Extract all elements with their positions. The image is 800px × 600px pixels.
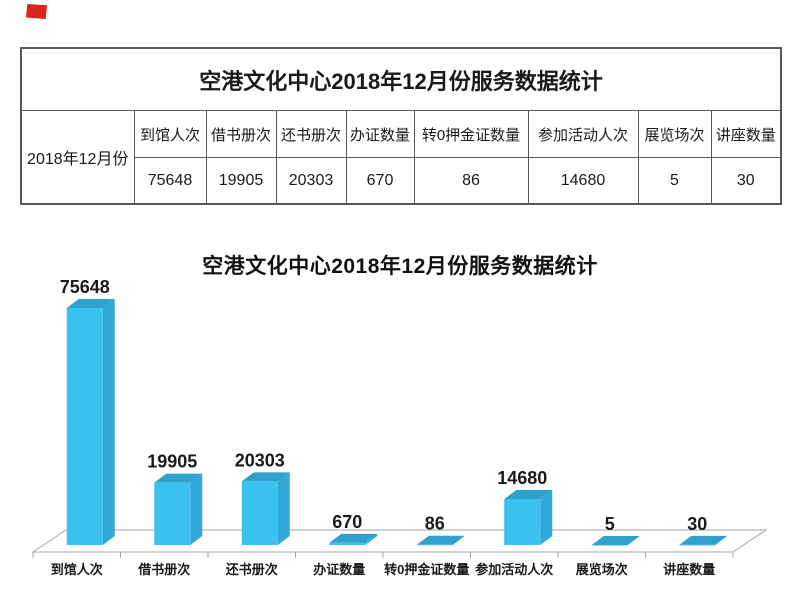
bar-value-label: 14680: [497, 468, 547, 488]
table-value: 5: [637, 157, 712, 205]
bar-value-label: 20303: [235, 450, 285, 470]
bar-top-face: [679, 535, 728, 545]
bar-top-face: [241, 472, 290, 482]
bar-side-face: [540, 490, 553, 545]
bar-value-label: 19905: [147, 452, 197, 472]
table-header: 办证数量: [345, 110, 415, 158]
bar-top-face: [66, 299, 115, 308]
table-header: 还书册次: [275, 110, 347, 158]
category-label: 还书册次: [225, 562, 278, 577]
category-label: 参加活动人次: [475, 562, 553, 577]
table-row-label: 2018年12月份: [20, 110, 135, 205]
bar-side-face: [277, 472, 290, 545]
bar-chart: 空港文化中心2018年12月份服务数据统计 75648 到馆人次 19905 借书册次…: [0, 240, 800, 600]
table-header: 参加活动人次: [527, 110, 639, 158]
bar: [591, 544, 628, 546]
table-header: 展览场次: [637, 110, 712, 158]
bar-top-face: [591, 535, 640, 545]
table-value: 20303: [275, 157, 347, 205]
table-value: 86: [413, 157, 529, 205]
bar: [154, 482, 191, 545]
category-label: 借书册次: [137, 562, 190, 577]
bar-side-face: [627, 535, 640, 545]
bar: [504, 499, 541, 545]
table-header: 转0押金证数量: [413, 110, 529, 158]
bar-top-face: [154, 473, 203, 483]
table-value: 30: [710, 157, 782, 205]
bar-side-face: [102, 299, 115, 545]
table-value: 14680: [527, 157, 639, 205]
bar-top-face: [416, 535, 465, 545]
red-flag-decoration: [26, 4, 47, 19]
bar-top-face: [329, 533, 378, 543]
chart-title: 空港文化中心2018年12月份服务数据统计: [202, 255, 598, 278]
bar-value-label: 30: [687, 514, 707, 534]
bar: [679, 544, 716, 546]
category-label: 到馆人次: [51, 562, 103, 577]
category-label: 转0押金证数量: [384, 562, 469, 577]
bar-top-face: [504, 490, 553, 500]
bar: [329, 542, 366, 545]
bar-side-face: [365, 533, 378, 545]
bar: [241, 481, 278, 545]
bar-value-label: 5: [605, 514, 615, 534]
stats-table: 空港文化中心2018年12月份服务数据统计 2018年12月份 到馆人次 借书册…: [20, 47, 782, 205]
bar-value-label: 75648: [60, 277, 110, 297]
bar-chart-canvas: 75648 到馆人次 19905 借书册次 20303 还书册次 670 办证数量 86 转0押金…: [31, 277, 768, 577]
table-header: 到馆人次: [133, 110, 207, 158]
table-header: 借书册次: [205, 110, 277, 158]
table-header: 讲座数量: [710, 110, 782, 158]
bar-value-label: 670: [332, 512, 362, 532]
category-label: 办证数量: [313, 562, 365, 577]
bar-side-face: [190, 473, 203, 545]
table-value: 75648: [133, 157, 207, 205]
bar: [416, 544, 453, 546]
bar-value-label: 86: [425, 514, 445, 534]
table-title: 空港文化中心2018年12月份服务数据统计: [20, 47, 782, 111]
axis-floor: [31, 529, 768, 553]
bar-side-face: [715, 535, 728, 545]
bar: [66, 308, 103, 545]
bar-side-face: [452, 535, 465, 545]
category-label: 展览场次: [576, 562, 628, 577]
table-value: 19905: [205, 157, 277, 205]
category-label: 讲座数量: [663, 562, 715, 577]
table-value: 670: [345, 157, 415, 205]
